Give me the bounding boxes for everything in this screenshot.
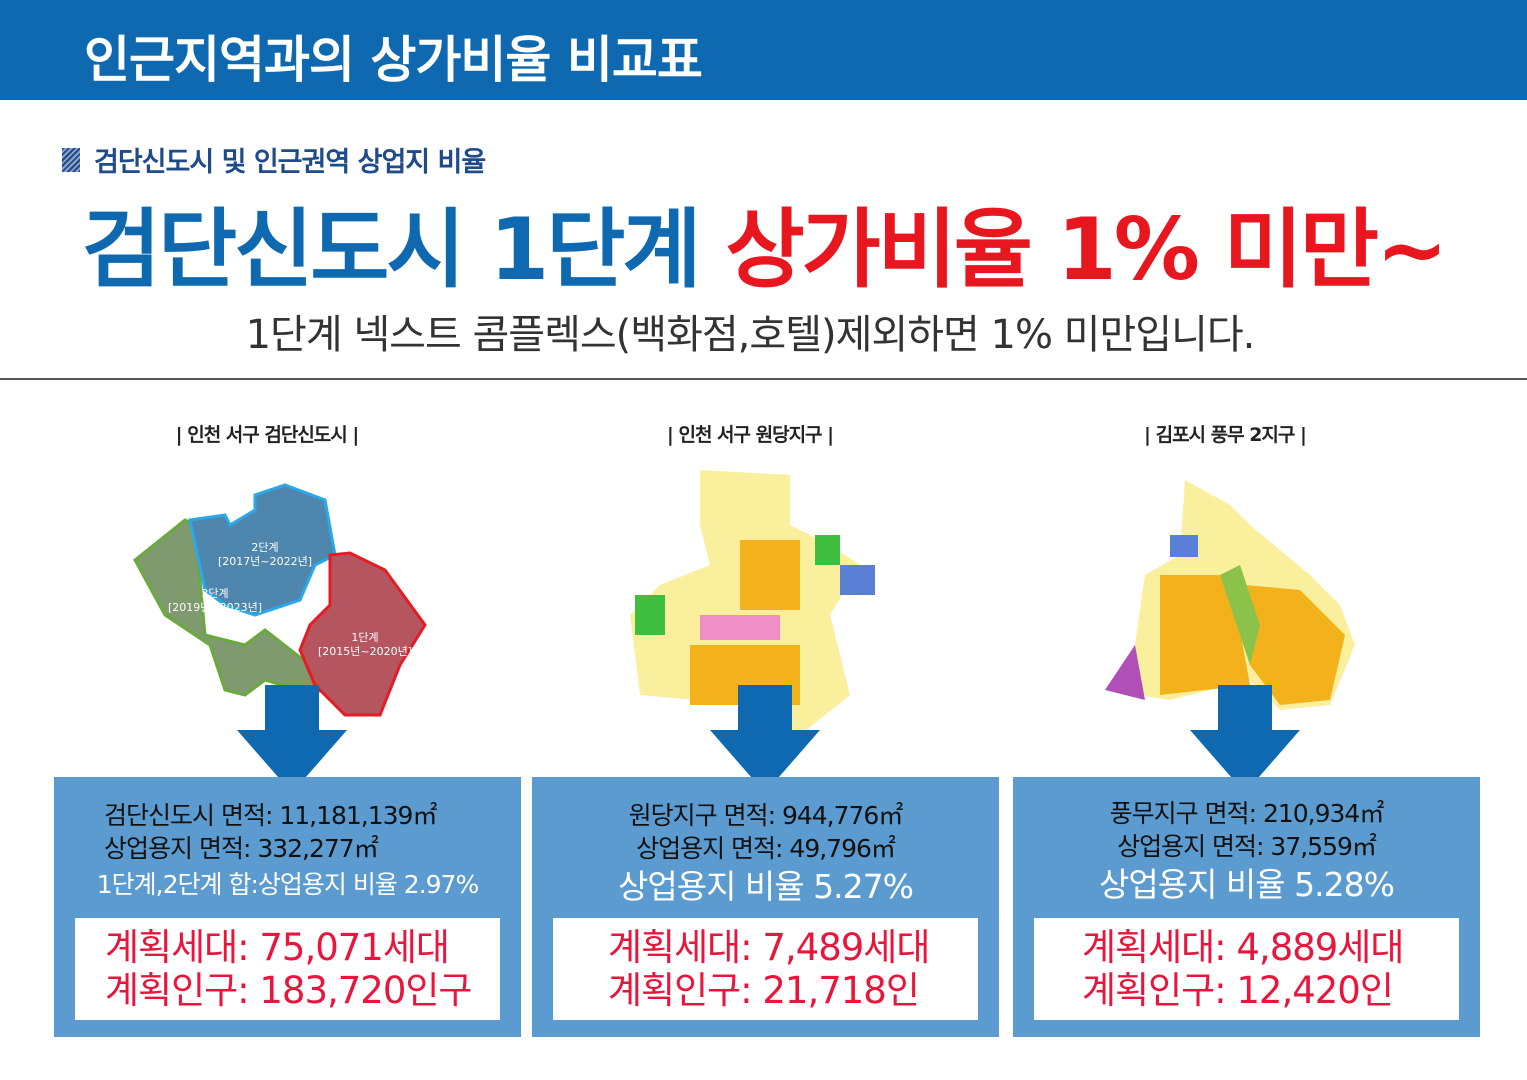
down-arrow-icon (1190, 685, 1300, 793)
down-arrow-icon (710, 685, 820, 793)
commercial-area: 상업용지 면적: 49,796㎡ (636, 834, 896, 863)
planned-population: 계획인구: 12,420인 (1082, 969, 1394, 1012)
commercial-ratio: 상업용지 비율 5.28% (1099, 865, 1395, 904)
map-label: [2019년~2023년] (168, 601, 262, 614)
column-label-geomdan: | 인천 서구 검단신도시 | (175, 424, 360, 446)
commercial-area: 상업용지 면적: 37,559㎡ (1117, 832, 1377, 861)
divider (0, 378, 1527, 380)
down-arrow-icon (237, 685, 347, 793)
column-label-pungmu: | 김포시 풍무 2지구 | (1144, 424, 1307, 446)
commercial-ratio: 1단계,2단계 합:상업용지 비율 2.97% (96, 870, 479, 899)
map-label: [2015년~2020년] (318, 645, 412, 658)
commercial-area: 상업용지 면적: 332,277㎡ (104, 834, 379, 863)
planned-households: 계획세대: 4,889세대 (1082, 926, 1404, 969)
bullet-square-icon (62, 147, 80, 172)
plan-box: 계획세대: 7,489세대 계획인구: 21,718인 (553, 918, 978, 1020)
total-area: 풍무지구 면적: 210,934㎡ (1109, 799, 1385, 828)
headline: 검단신도시 1단계 상가비율 1% 미만~ (81, 200, 1448, 300)
planned-households: 계획세대: 7,489세대 (608, 926, 930, 969)
plan-box: 계획세대: 75,071세대 계획인구: 183,720인구 (75, 918, 500, 1020)
map-label: 3단계 (201, 587, 228, 600)
total-area: 원당지구 면적: 944,776㎡ (628, 801, 904, 830)
info-box-geomdan: 검단신도시 면적: 11,181,139㎡ 상업용지 면적: 332,277㎡ … (54, 777, 521, 1037)
commercial-ratio: 상업용지 비율 5.27% (618, 867, 914, 906)
plan-box: 계획세대: 4,889세대 계획인구: 12,420인 (1034, 918, 1459, 1020)
info-box-wondang: 원당지구 면적: 944,776㎡ 상업용지 면적: 49,796㎡ 상업용지 … (532, 777, 999, 1037)
planned-households: 계획세대: 75,071세대 (105, 926, 450, 969)
pungmu-map-image (1105, 480, 1355, 710)
column-label-wondang: | 인천 서구 원당지구 | (666, 424, 834, 446)
map-label: 2단계 (251, 541, 278, 554)
geomdan-map-image: 2단계 [2017년~2022년] 3단계 [2019년~2023년] 1단계 … (133, 483, 427, 717)
section-subtitle: 검단신도시 및 인근권역 상업지 비율 (62, 140, 486, 179)
info-box-pungmu: 풍무지구 면적: 210,934㎡ 상업용지 면적: 37,559㎡ 상업용지 … (1013, 777, 1480, 1037)
planned-population: 계획인구: 21,718인 (608, 969, 920, 1012)
total-area: 검단신도시 면적: 11,181,139㎡ (104, 801, 437, 830)
header-bar: 인근지역과의 상가비율 비교표 (0, 0, 1527, 100)
planned-population: 계획인구: 183,720인구 (105, 969, 472, 1012)
map-label: 1단계 (351, 631, 378, 644)
subline: 1단계 넥스트 콤플렉스(백화점,호텔)제외하면 1% 미만입니다. (245, 312, 1256, 358)
page-title: 인근지역과의 상가비율 비교표 (84, 31, 703, 89)
map-label: [2017년~2022년] (218, 555, 312, 568)
